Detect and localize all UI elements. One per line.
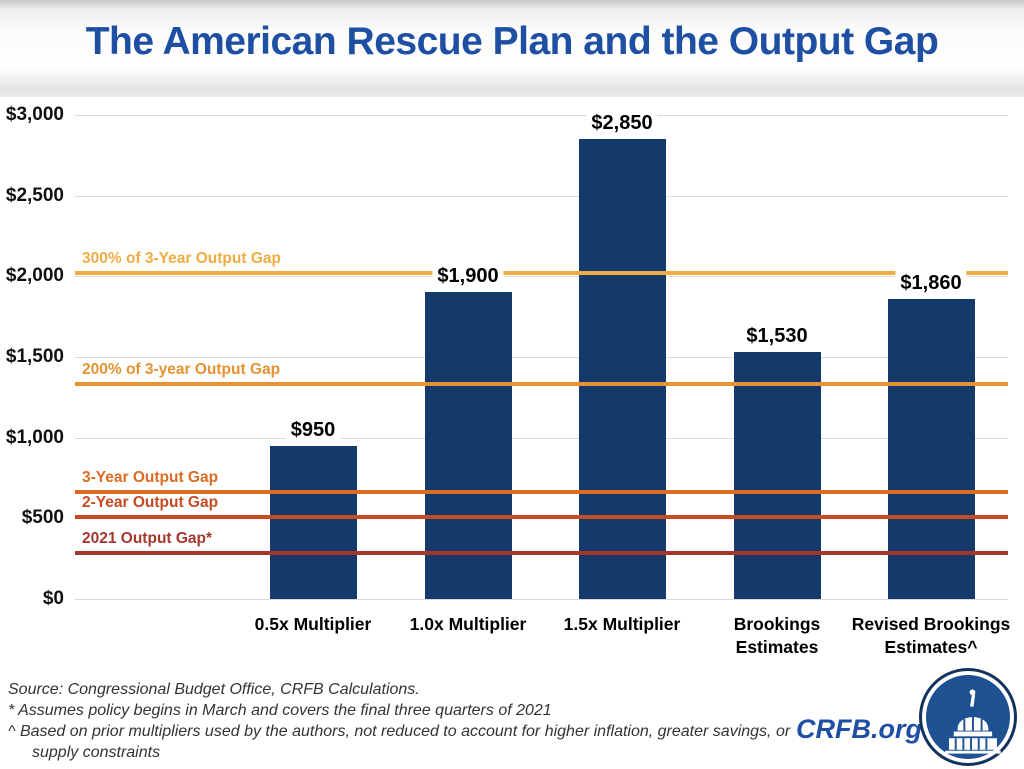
reference-line-label: 300% of 3-Year Output Gap [82,250,281,268]
y-gridline [75,195,1008,197]
bar-value-label: $2,850 [586,111,658,136]
reference-line-label: 200% of 3-year Output Gap [82,360,281,378]
reference-line-label: 2021 Output Gap* [82,530,213,548]
y-gridline [75,357,1008,358]
footnotes: Source: Congressional Budget Office, CRF… [8,679,813,763]
bar-chart: $3,000 $2,500 $2,000 $1,500 $1,000 $500 $0 $950… [0,97,1024,672]
footnote-caret: ^ Based on prior multipliers used by the… [8,723,791,761]
y-gridline [75,518,1008,520]
chart-title: The American Rescue Plan and the Output … [85,20,939,63]
reference-line [75,271,1008,276]
reference-line [75,551,1008,556]
bar [269,445,357,599]
x-axis-category-label: Revised Brookings Estimates^ [851,614,1011,657]
bar-value-label: $1,900 [432,264,504,289]
crfb-capitol-logo-icon [922,671,1014,763]
bar [578,139,666,599]
y-axis-tick-label: $2,000 [5,265,64,287]
crfb-brand-text: CRFB.org [796,714,922,744]
y-gridline [75,115,1008,116]
y-axis-tick-label: $1,000 [5,426,64,448]
y-axis-tick-label: $3,000 [5,104,64,125]
bar [733,352,821,599]
y-axis-tick-label: $2,500 [5,184,64,206]
reference-line [75,489,1008,494]
footnote-star: * Assumes policy begins in March and cov… [8,702,552,719]
y-axis-tick-label: $1,500 [5,346,64,367]
bar [424,292,512,599]
x-axis-category-label: 1.5x Multiplier [563,614,681,634]
bar-value-label: $1,530 [741,324,813,349]
y-gridline [75,437,1008,439]
y-axis-tick-label: $500 [21,507,64,529]
bar-value-label: $1,860 [895,270,967,295]
reference-line-label: 2-Year Output Gap [82,493,219,511]
y-axis-tick-label: $0 [42,588,64,609]
title-band: The American Rescue Plan and the Output … [0,0,1024,97]
bar-value-label: $950 [285,417,341,442]
reference-line-label: 3-Year Output Gap [82,468,219,486]
y-gridline [75,599,1008,600]
reference-line [75,514,1008,519]
source-line: Source: Congressional Budget Office, CRF… [8,681,420,698]
bar [887,298,975,599]
x-axis-category-label: 1.0x Multiplier [409,614,527,634]
y-gridline [75,276,1008,278]
x-axis-category-label: Brookings Estimates [733,614,821,657]
x-axis-category-label: 0.5x Multiplier [254,614,372,634]
reference-line [75,381,1008,386]
